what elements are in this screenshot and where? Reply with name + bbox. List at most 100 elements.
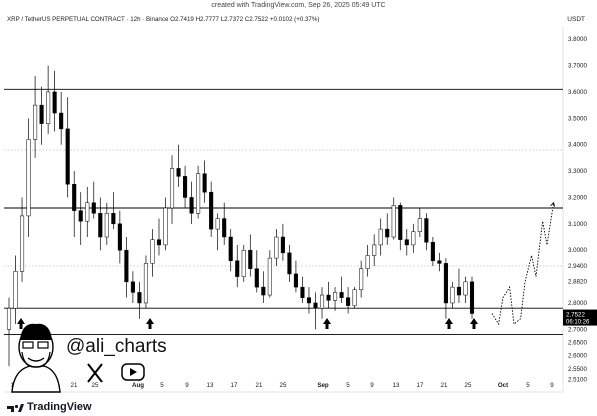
x-tick-label: 13 [393, 382, 400, 389]
candle-body[interactable] [202, 173, 207, 193]
candle-body[interactable] [437, 260, 442, 264]
x-tick-label: 9 [185, 382, 189, 389]
y-tick-label: 3.1000 [568, 221, 587, 228]
y-tick-label: 2.7000 [568, 326, 587, 333]
y-tick-label: 3.4000 [568, 142, 587, 149]
candle-body[interactable] [469, 281, 475, 314]
candle-body[interactable] [91, 202, 96, 214]
candle-body[interactable] [372, 244, 377, 256]
candle-body[interactable] [300, 286, 305, 298]
candle-body[interactable] [359, 268, 364, 291]
candle-body[interactable] [293, 273, 298, 288]
candle-body[interactable] [72, 184, 77, 211]
candle-body[interactable] [150, 239, 155, 264]
x-tick-label: 25 [465, 382, 472, 389]
candle-body[interactable] [424, 218, 429, 243]
candle-body[interactable] [52, 91, 57, 114]
candle-body[interactable] [176, 168, 181, 177]
candle-body[interactable] [117, 223, 122, 251]
author-handle[interactable]: @ali_charts [66, 336, 167, 357]
candle-body[interactable] [59, 112, 64, 130]
candle-body[interactable] [267, 257, 272, 296]
y-tick-label: 2.6000 [568, 353, 587, 360]
candle-body[interactable] [65, 128, 70, 185]
x-tick-label: 13 [207, 382, 214, 389]
candle-body[interactable] [137, 292, 142, 304]
y-tick-label: 3.7000 [568, 63, 587, 70]
y-tick-label: 3.0000 [568, 247, 587, 254]
candle-body[interactable] [163, 207, 168, 246]
candle-body[interactable] [215, 218, 220, 230]
candle-body[interactable] [39, 104, 44, 124]
candle-body[interactable] [280, 236, 285, 254]
candle-body[interactable] [209, 191, 214, 230]
candle-body[interactable] [189, 197, 194, 214]
y-tick-label: 3.3000 [568, 168, 587, 175]
candle-body[interactable] [378, 228, 383, 246]
candle-body[interactable] [450, 286, 455, 304]
candle-body[interactable] [411, 231, 416, 246]
candle-body[interactable] [85, 202, 90, 222]
currency-label[interactable]: USDT [567, 16, 585, 23]
candle-body[interactable] [124, 249, 129, 283]
x-tick-label: Oct [498, 382, 508, 389]
x-tick-label: Aug [132, 382, 144, 389]
candle-body[interactable] [169, 168, 175, 209]
candle-body[interactable] [156, 239, 162, 246]
y-tick-label: 2.9400 [568, 263, 587, 270]
candle-body[interactable] [339, 292, 344, 298]
candle-body[interactable] [365, 255, 370, 269]
x-tick-label: 9 [370, 382, 374, 389]
tradingview-logo-text[interactable]: TradingView [27, 401, 92, 413]
candle-body[interactable] [46, 91, 51, 124]
candle-body[interactable] [430, 242, 435, 262]
x-tick-label: 5 [160, 382, 164, 389]
candle-body[interactable] [254, 268, 259, 288]
candle-body[interactable] [287, 252, 292, 275]
candle-body[interactable] [104, 213, 109, 238]
candle-body[interactable] [33, 104, 38, 140]
candle-body[interactable] [235, 260, 240, 277]
candle-body[interactable] [143, 263, 148, 304]
up-arrow-marker [445, 318, 453, 329]
candle-body[interactable] [463, 281, 468, 296]
candle-body[interactable] [313, 302, 318, 309]
candle-body[interactable] [261, 286, 266, 296]
candle-body[interactable] [19, 215, 25, 272]
x-tick-label: 9 [550, 382, 554, 389]
candle-body[interactable] [222, 218, 227, 238]
candle-body[interactable] [417, 218, 422, 232]
candle-body[interactable] [352, 289, 357, 306]
candle-body[interactable] [111, 213, 116, 225]
candle-body[interactable] [78, 210, 83, 222]
candle-body[interactable] [228, 236, 233, 262]
candle-body[interactable] [306, 297, 312, 304]
candle-body[interactable] [326, 294, 331, 301]
candle-body[interactable] [130, 281, 135, 293]
candle-body[interactable] [274, 236, 279, 259]
x-tick-label: 21 [441, 382, 448, 389]
candle-body[interactable] [443, 263, 448, 304]
candle-body[interactable] [398, 205, 403, 240]
candle-body[interactable] [26, 139, 31, 217]
x-tick-label: 13 [11, 382, 18, 389]
candle-body[interactable] [6, 307, 12, 330]
up-arrow-marker [470, 318, 478, 329]
candle-body[interactable] [241, 249, 246, 277]
candle-body[interactable] [248, 249, 253, 269]
candle-body[interactable] [404, 239, 409, 246]
candle-body[interactable] [456, 286, 462, 296]
candle-body[interactable] [391, 205, 396, 238]
candle-body[interactable] [333, 292, 338, 301]
candle-body[interactable] [183, 176, 188, 198]
y-tick-label: 3.2000 [568, 194, 587, 201]
candle-body[interactable] [196, 173, 201, 214]
symbol-title[interactable]: XRP / TetherUS PERPETUAL CONTRACT · 12h … [7, 16, 169, 23]
candle-body[interactable] [346, 297, 351, 306]
candle-body[interactable] [385, 228, 390, 238]
candle-body[interactable] [319, 294, 325, 309]
candle-body[interactable] [13, 271, 18, 309]
candle-body[interactable] [98, 213, 103, 238]
